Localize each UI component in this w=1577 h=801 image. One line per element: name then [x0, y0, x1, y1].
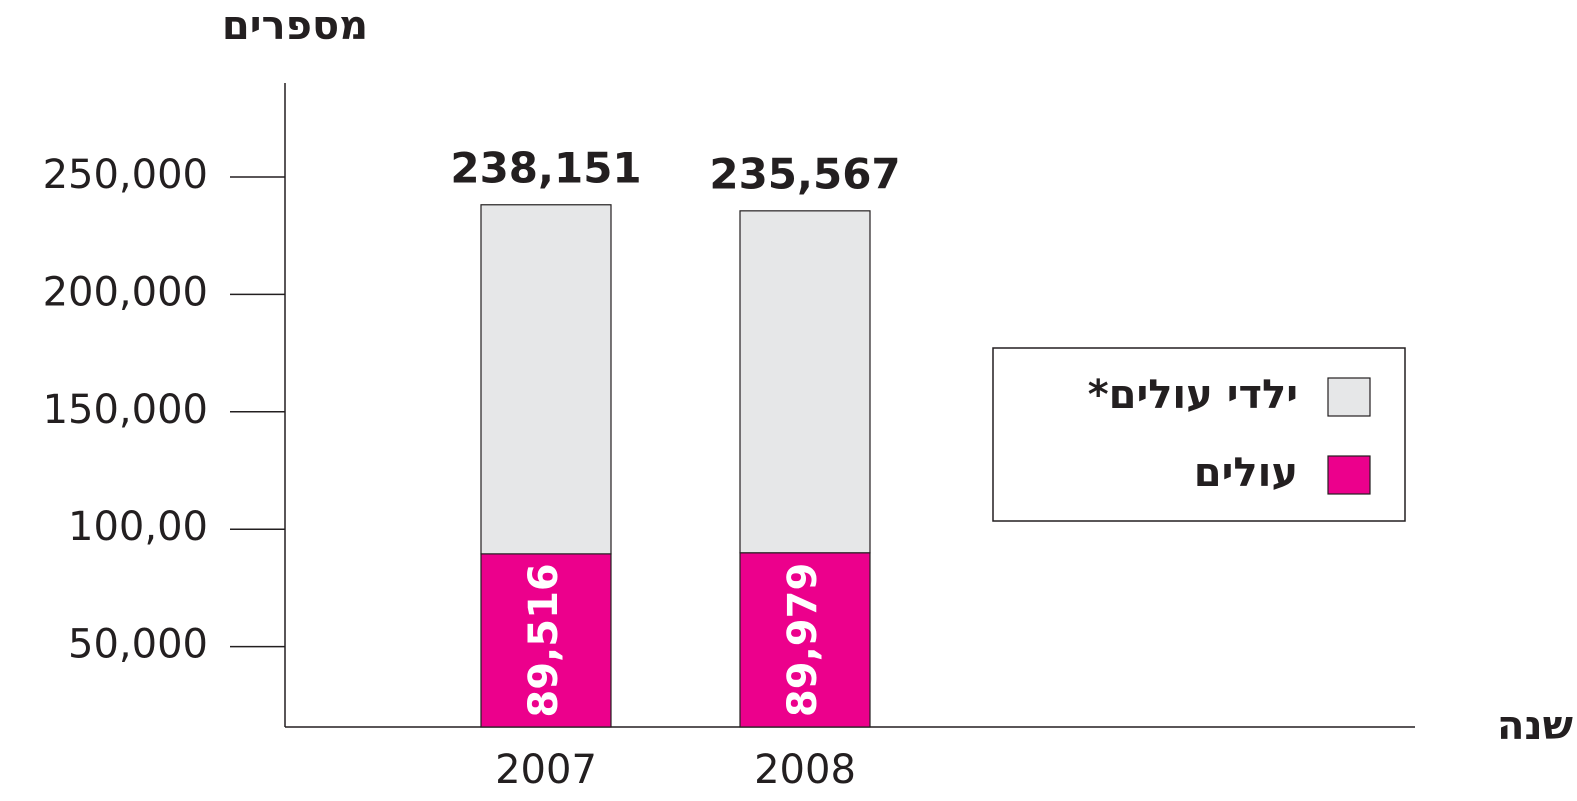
bar-segment [739, 552, 871, 728]
x-tick-label: 2008 [754, 747, 856, 793]
total-label: 238,151 [450, 143, 641, 192]
legend-label: עולים [1194, 450, 1298, 496]
legend-label: ילדי עולים* [1088, 372, 1298, 418]
data-label: 89,979 [780, 563, 826, 717]
x-tick-label: 2007 [495, 747, 597, 793]
data-label: 89,516 [521, 563, 567, 717]
y-tick-label: 150,000 [43, 387, 208, 433]
bar-segment [739, 210, 871, 554]
y-tick-label: 50,000 [68, 622, 208, 668]
y-axis-label: מספרים [222, 3, 368, 49]
y-tick-label: 250,000 [43, 152, 208, 198]
x-axis-label: שנה [1497, 703, 1573, 749]
y-tick-label: 100,00 [68, 504, 208, 550]
y-tick-label: 200,000 [43, 269, 208, 315]
total-label: 235,567 [709, 149, 900, 198]
bar-segment [480, 553, 612, 728]
legend-swatch [1327, 377, 1371, 417]
bar-segment [480, 204, 612, 555]
legend-swatch [1327, 455, 1371, 495]
